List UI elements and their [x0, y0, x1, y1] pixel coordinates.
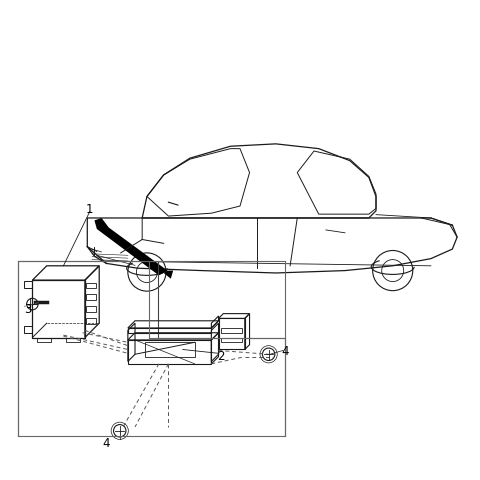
Text: 4: 4: [103, 436, 110, 449]
Bar: [86, 319, 96, 324]
Polygon shape: [95, 218, 168, 276]
Text: 3: 3: [24, 303, 31, 316]
Polygon shape: [164, 271, 173, 279]
Bar: [86, 295, 96, 300]
Bar: [86, 307, 96, 312]
Text: 1: 1: [86, 203, 94, 216]
Bar: [86, 283, 96, 288]
Text: 4: 4: [282, 344, 289, 357]
Text: 2: 2: [217, 349, 225, 362]
